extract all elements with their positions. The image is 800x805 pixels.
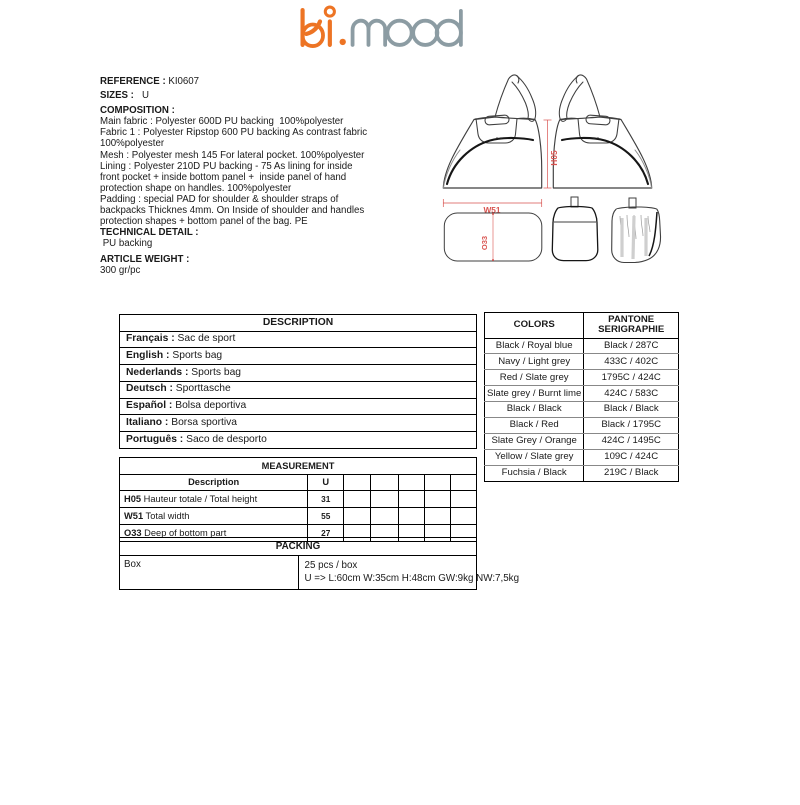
svg-text:W51: W51 xyxy=(483,205,500,215)
svg-text:H05: H05 xyxy=(549,150,559,166)
svg-text:O33: O33 xyxy=(480,236,489,250)
